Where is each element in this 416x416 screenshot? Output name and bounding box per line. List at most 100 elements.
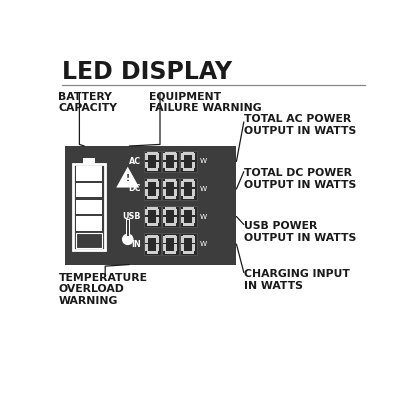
Text: CHARGING INPUT
IN WATTS: CHARGING INPUT IN WATTS (244, 269, 350, 291)
Text: !: ! (126, 174, 130, 183)
Text: TOTAL DC POWER
OUTPUT IN WATTS: TOTAL DC POWER OUTPUT IN WATTS (244, 168, 356, 190)
Bar (144, 178, 161, 200)
Bar (76, 166, 102, 181)
Bar (145, 236, 148, 243)
Bar (76, 200, 102, 214)
Bar (165, 196, 176, 198)
Bar (174, 181, 177, 188)
Bar (156, 217, 159, 223)
Bar (156, 181, 159, 188)
Bar (192, 161, 196, 168)
Bar (156, 189, 159, 196)
Bar (76, 233, 102, 248)
Bar (147, 207, 158, 210)
Bar (192, 217, 196, 223)
Bar (156, 244, 159, 250)
Bar (156, 236, 159, 243)
Bar (145, 208, 148, 215)
Bar (183, 207, 194, 210)
Bar (192, 244, 196, 250)
Bar (183, 215, 194, 218)
Bar (83, 158, 95, 163)
Bar (163, 236, 166, 243)
Bar (180, 206, 197, 228)
Bar (180, 233, 197, 255)
Bar (126, 218, 130, 239)
Bar (165, 179, 176, 182)
Bar (145, 161, 148, 168)
Bar (147, 188, 158, 191)
Bar (145, 189, 148, 196)
Bar (165, 250, 176, 254)
Bar (165, 235, 176, 238)
Bar (73, 163, 105, 250)
Bar (147, 243, 158, 245)
Bar (147, 235, 158, 238)
Text: W: W (200, 158, 207, 164)
Bar (156, 161, 159, 168)
Bar (145, 244, 148, 250)
Bar (174, 244, 177, 250)
Bar (183, 152, 194, 155)
Bar (145, 181, 148, 188)
Bar (144, 151, 161, 172)
Bar (181, 244, 184, 250)
Bar (183, 160, 194, 163)
Bar (145, 217, 148, 223)
Bar (192, 154, 196, 160)
Text: W: W (200, 213, 207, 220)
Bar (181, 154, 184, 160)
Bar (183, 179, 194, 182)
Bar (181, 161, 184, 168)
Bar (174, 161, 177, 168)
Text: W: W (200, 186, 207, 192)
Bar (156, 154, 159, 160)
Bar (183, 168, 194, 171)
Text: AC: AC (129, 157, 141, 166)
Text: DC: DC (128, 184, 141, 193)
Bar (162, 151, 179, 172)
Bar (174, 217, 177, 223)
Bar (163, 217, 166, 223)
Bar (144, 206, 161, 228)
Bar (165, 168, 176, 171)
Bar (180, 151, 197, 172)
Bar (145, 154, 148, 160)
Bar (181, 189, 184, 196)
Bar (192, 208, 196, 215)
Bar (147, 196, 158, 198)
Text: W: W (200, 241, 207, 247)
Text: TOTAL AC POWER
OUTPUT IN WATTS: TOTAL AC POWER OUTPUT IN WATTS (244, 114, 356, 136)
Bar (147, 223, 158, 226)
Bar (183, 250, 194, 254)
Bar (163, 154, 166, 160)
Bar (174, 154, 177, 160)
Bar (192, 189, 196, 196)
Bar (163, 161, 166, 168)
Bar (165, 207, 176, 210)
Bar (174, 189, 177, 196)
Text: USB POWER
OUTPUT IN WATTS: USB POWER OUTPUT IN WATTS (244, 221, 356, 243)
Bar (127, 220, 129, 236)
Bar (181, 217, 184, 223)
Bar (156, 208, 159, 215)
Bar (183, 223, 194, 226)
Text: LED DISPLAY: LED DISPLAY (62, 59, 232, 84)
Bar (165, 223, 176, 226)
Text: TEMPERATURE
OVERLOAD
WARNING: TEMPERATURE OVERLOAD WARNING (58, 272, 147, 306)
Bar (147, 179, 158, 182)
Text: USB: USB (122, 212, 141, 221)
Bar (65, 146, 236, 265)
Bar (162, 178, 179, 200)
Bar (165, 160, 176, 163)
Bar (147, 215, 158, 218)
Text: IN: IN (131, 240, 141, 249)
Bar (147, 160, 158, 163)
Bar (76, 216, 102, 231)
Bar (180, 178, 197, 200)
Bar (165, 243, 176, 245)
Bar (76, 183, 102, 198)
Bar (181, 236, 184, 243)
Bar (183, 235, 194, 238)
Bar (163, 181, 166, 188)
